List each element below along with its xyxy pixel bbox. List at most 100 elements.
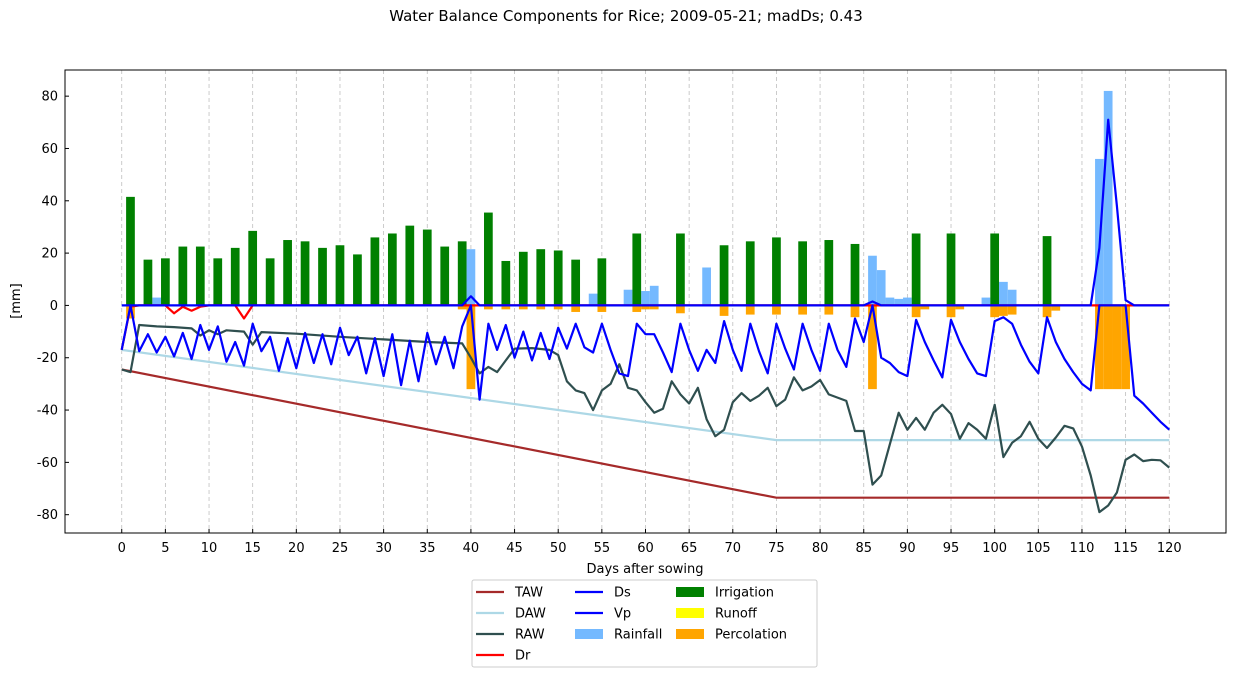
x-tick-label-105: 105	[1026, 541, 1051, 556]
irrigation-bar-day-81	[824, 240, 834, 306]
irrigation-bar-day-75	[772, 237, 781, 306]
x-tick-label-90: 90	[899, 541, 916, 556]
x-tick-label-35: 35	[419, 541, 436, 556]
percolation-bar-day-100	[990, 305, 1000, 318]
rainfall-bar-day-90	[903, 297, 912, 306]
irrigation-bar-day-5	[161, 258, 170, 306]
x-tick-label-25: 25	[332, 541, 349, 556]
percolation-bar-day-44	[501, 305, 511, 310]
percolation-bar-day-102	[1007, 305, 1017, 315]
x-tick-label-20: 20	[288, 541, 305, 556]
irrigation-bar-day-29	[370, 237, 380, 306]
irrigation-bar-day-95	[946, 233, 956, 306]
rainfall-bar-day-61	[649, 285, 659, 306]
irrigation-bar-day-42	[484, 212, 493, 306]
rainfall-bar-day-4	[152, 297, 162, 306]
legend-label-rainfall: Rainfall	[614, 628, 662, 643]
y-tick-label-20: 20	[41, 247, 58, 262]
irrigation-bar-day-25	[335, 245, 345, 306]
x-tick-label-110: 110	[1070, 541, 1095, 556]
irrigation-bar-day-84	[850, 243, 860, 306]
irrigation-bar-day-21	[300, 241, 310, 306]
percolation-bar-day-46	[518, 305, 528, 310]
taw-line	[121, 368, 1170, 499]
y-tick-label--60: -60	[37, 456, 58, 471]
percolation-bar-day-60	[641, 305, 650, 310]
percolation-bar-day-52	[571, 305, 581, 312]
irrigation-bar-day-72	[745, 241, 755, 306]
x-tick-label-65: 65	[681, 541, 698, 556]
irrigation-bar-day-31	[387, 233, 397, 306]
y-axis-ticks: -80 -60 -40 -20 0 20 40 60 80	[37, 90, 69, 523]
rainfall-bar-day-89	[894, 298, 904, 306]
legend-label-percolation: Percolation	[715, 628, 787, 643]
percolation-bar-day-69	[719, 305, 729, 316]
rainfall-bar-day-60	[641, 291, 650, 306]
irrigation-bar-day-52	[571, 259, 581, 306]
irrigation-bar-day-23	[318, 247, 327, 306]
line-layer	[120, 118, 1171, 514]
y-tick-label-80: 80	[41, 90, 58, 105]
bar-layer	[126, 90, 1130, 390]
percolation-bar-day-72	[745, 305, 755, 315]
legend-label-vp: Vp	[614, 607, 631, 622]
chart-title: Water Balance Components for Rice; 2009-…	[389, 7, 863, 25]
irrigation-bar-day-39	[457, 241, 467, 306]
x-axis-label: Days after sowing	[587, 562, 704, 577]
irrigation-bar-day-100	[990, 233, 1000, 306]
irrigation-bar-day-27	[353, 254, 362, 306]
percolation-bar-day-106	[1042, 305, 1052, 318]
x-tick-label-15: 15	[244, 541, 261, 556]
rainfall-bar-day-88	[885, 297, 895, 306]
legend-swatch-rainfall	[575, 629, 603, 639]
vp-line	[120, 304, 1171, 431]
legend-label-runoff: Runoff	[715, 607, 758, 622]
percolation-bar-day-48	[536, 305, 546, 310]
x-tick-label-40: 40	[463, 541, 480, 556]
percolation-bar-day-55	[597, 305, 607, 312]
irrigation-bar-day-59	[632, 233, 642, 306]
percolation-bar-day-40	[466, 305, 476, 390]
irrigation-bar-day-1	[126, 196, 135, 306]
x-tick-label-60: 60	[637, 541, 654, 556]
irrigation-bar-day-106	[1042, 236, 1052, 306]
irrigation-bar-day-69	[719, 245, 729, 306]
y-tick-label-60: 60	[41, 142, 58, 157]
legend-swatch-irrigation	[676, 587, 704, 597]
irrigation-bar-day-13	[230, 247, 240, 306]
rainfall-bar-day-102	[1007, 289, 1017, 306]
irrigation-bar-day-78	[798, 241, 807, 306]
irrigation-bar-day-55	[597, 258, 607, 306]
percolation-bar-day-39	[457, 305, 467, 310]
percolation-bar-day-114	[1112, 305, 1122, 390]
percolation-bar-day-81	[824, 305, 834, 315]
irrigation-bar-day-9	[195, 246, 205, 306]
legend-label-daw: DAW	[515, 607, 546, 622]
percolation-bar-day-61	[649, 305, 659, 310]
raw-line	[121, 323, 1171, 514]
rainfall-bar-day-99	[981, 297, 991, 306]
irrigation-bar-day-37	[440, 246, 450, 306]
irrigation-bar-day-46	[518, 251, 528, 306]
percolation-bar-day-107	[1051, 305, 1061, 311]
percolation-bar-day-96	[955, 305, 965, 310]
legend-swatch-percolation	[676, 629, 704, 639]
rainfall-bar-day-86	[868, 255, 877, 306]
percolation-bar-day-75	[772, 305, 781, 315]
irrigation-bar-day-17	[265, 258, 275, 306]
y-tick-label--80: -80	[37, 508, 58, 523]
legend-label-raw: RAW	[515, 628, 545, 643]
x-tick-label-100: 100	[982, 541, 1007, 556]
irrigation-bar-day-50	[553, 250, 563, 306]
x-tick-label-0: 0	[118, 541, 126, 556]
rainfall-bar-day-67	[702, 267, 711, 306]
x-tick-label-55: 55	[594, 541, 611, 556]
x-tick-label-120: 120	[1157, 541, 1182, 556]
x-tick-label-115: 115	[1113, 541, 1138, 556]
percolation-bar-day-101	[999, 305, 1008, 316]
legend-label-ds: Ds	[614, 586, 631, 601]
x-tick-label-85: 85	[855, 541, 872, 556]
ds-line	[121, 118, 1170, 307]
irrigation-bar-day-33	[405, 225, 415, 306]
